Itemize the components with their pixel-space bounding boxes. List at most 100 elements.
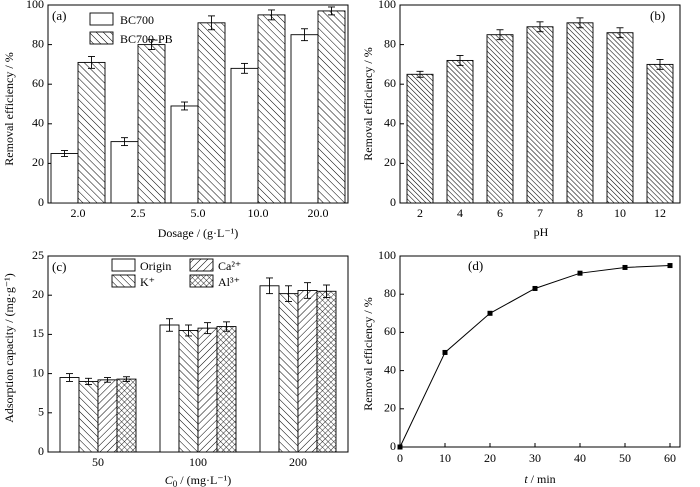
panel-a-bar (110, 141, 139, 204)
panel-a-legend-label: BC700-PB (120, 32, 173, 46)
panel-d-ylabel: Removal efficiency / % (361, 297, 375, 410)
panel-a-bar (170, 105, 199, 204)
panel-a-bar (50, 153, 79, 204)
panel-a-bar (137, 44, 166, 204)
panel-d-marks: 0 20 40 60 80 100 0 10 20 30 40 50 60 (378, 248, 681, 465)
panel-c-bar (316, 290, 337, 453)
panel-c-xlabel-unit: / (mg·L⁻¹) (177, 473, 231, 487)
panel-d-data-point (532, 285, 538, 291)
panel-b-ytick-label: 80 (384, 36, 396, 50)
panel-b-bar (406, 73, 434, 204)
panel-c-legend-swatch (111, 258, 136, 272)
panel-d-ytick-label: 20 (384, 401, 396, 415)
panel-c-bar (97, 379, 118, 453)
panel-b: 0 20 40 60 80 100 2 4 6 7 8 10 12 (b) pH Removal eff… (361, 0, 681, 239)
panel-b-ylabel: Removal efficiency / % (361, 47, 375, 160)
panel-b-xtick-label: 7 (537, 206, 543, 220)
panel-d-data-point (667, 263, 673, 269)
panel-a-xtick-label: 10.0 (248, 206, 269, 220)
panel-d-xlabel-main: t (524, 472, 528, 486)
panel-b-xtick-label: 6 (497, 206, 503, 220)
panel-d-ytick-label: 80 (384, 286, 396, 300)
panel-c-legend-label: Origin (140, 259, 171, 273)
panel-c-legend-label: K⁺ (140, 275, 155, 289)
panel-d: 0 20 40 60 80 100 0 10 20 30 40 50 60 (d) t / min Re… (361, 248, 681, 486)
panel-d-xtick-label: 10 (439, 451, 451, 465)
panel-a-bar (77, 61, 106, 204)
panel-a-ylabel: Removal efficiency / % (2, 52, 16, 165)
panel-b-ytick-label: 0 (390, 195, 396, 209)
panel-c-legend-label: Ca²⁺ (218, 259, 241, 273)
panel-b-ytick-label: 40 (384, 116, 396, 130)
panel-b-bar (526, 26, 554, 204)
panel-a-xlabel: Dosage / (g·L⁻¹) (158, 226, 239, 240)
panel-c-bar (159, 324, 180, 453)
panel-c-xtick-label: 200 (289, 455, 307, 469)
panel-a-legend-label: BC700 (120, 13, 154, 27)
panel-d-data-point (442, 349, 448, 355)
panel-b-letter: (b) (650, 8, 665, 23)
panel-d-xtick-label: 50 (619, 451, 631, 465)
panel-b-xtick-label: 4 (457, 206, 463, 220)
panel-a-ytick-label: 80 (32, 36, 44, 50)
panel-d-xlabel: t / min (524, 472, 555, 486)
panel-c: 0 5 10 15 20 25 50 100 200 Origin K⁺ Ca²⁺ Al³⁺ (c) C… (2, 248, 349, 487)
panel-a-ytick-label: 0 (38, 195, 44, 209)
panel-c-xlabel-sub: 0 (173, 479, 178, 487)
panel-c-letter: (c) (52, 259, 66, 274)
panel-a-bar (257, 14, 286, 204)
panel-c-xlabel-main: C (165, 473, 174, 487)
panel-c-xlabel: C0 / (mg·L⁻¹) (165, 473, 231, 487)
panel-c-legend-swatch (189, 274, 214, 288)
panel-b-bar (646, 63, 674, 204)
panel-a-xtick-label: 5.0 (191, 206, 206, 220)
panel-b-bar (566, 22, 594, 204)
panel-a-xtick-label: 20.0 (308, 206, 329, 220)
panel-c-marks: 0 5 10 15 20 25 50 100 200 Origin K⁺ Ca²⁺ Al³⁺ (32, 248, 349, 469)
panel-c-ytick-label: 20 (32, 287, 44, 301)
panel-a-bar (317, 10, 346, 204)
panel-a-ytick-label: 40 (32, 116, 44, 130)
panel-a-bar (197, 22, 226, 204)
panel-c-bar (197, 327, 218, 453)
panel-d-ytick-label: 60 (384, 324, 396, 338)
panel-b-xtick-label: 10 (614, 206, 626, 220)
panel-c-legend-swatch (189, 258, 214, 272)
panel-a-bar (290, 34, 319, 204)
panel-c-legend-label: Al³⁺ (218, 275, 240, 289)
panel-c-bar (116, 378, 137, 453)
panel-b-bar (606, 32, 634, 204)
panel-c-bar (278, 293, 299, 453)
panel-d-series-line (399, 265, 671, 448)
panel-b-xtick-label: 12 (654, 206, 666, 220)
panel-b-bar (486, 34, 514, 204)
panel-a: 0 20 40 60 80 100 2.0 2.5 5.0 10.0 20.0 BC700 BC700-… (2, 0, 349, 240)
panel-d-data-point (577, 270, 583, 276)
panel-c-legend-swatch (111, 274, 136, 288)
panel-d-xtick-label: 30 (529, 451, 541, 465)
panel-d-data-point (397, 444, 403, 450)
panel-b-bar (446, 59, 474, 204)
panel-a-ytick-label: 60 (32, 76, 44, 90)
panel-c-ytick-label: 10 (32, 365, 44, 379)
panel-d-data-point (487, 310, 493, 316)
panel-b-xtick-label: 8 (577, 206, 583, 220)
panel-d-ytick-label: 40 (384, 362, 396, 376)
panel-a-legend-swatch (89, 12, 114, 26)
panel-a-letter: (a) (52, 8, 66, 23)
panel-a-xtick-label: 2.0 (71, 206, 86, 220)
panel-c-ytick-label: 25 (32, 248, 44, 262)
panel-b-xtick-label: 2 (417, 206, 423, 220)
panel-a-xtick-label: 2.5 (131, 206, 146, 220)
panel-c-xtick-label: 100 (189, 455, 207, 469)
panel-d-letter: (d) (468, 258, 483, 273)
panel-b-xlabel: pH (534, 225, 549, 239)
panel-a-marks: 0 20 40 60 80 100 2.0 2.5 5.0 10.0 20.0 BC700 BC700-… (26, 0, 349, 220)
panel-d-ytick-label: 0 (390, 439, 396, 453)
panel-d-xtick-label: 60 (664, 451, 676, 465)
panel-c-bar (178, 330, 199, 453)
panel-c-ytick-label: 5 (38, 405, 44, 419)
panel-b-ytick-label: 100 (378, 0, 396, 11)
panel-b-ytick-label: 20 (384, 155, 396, 169)
